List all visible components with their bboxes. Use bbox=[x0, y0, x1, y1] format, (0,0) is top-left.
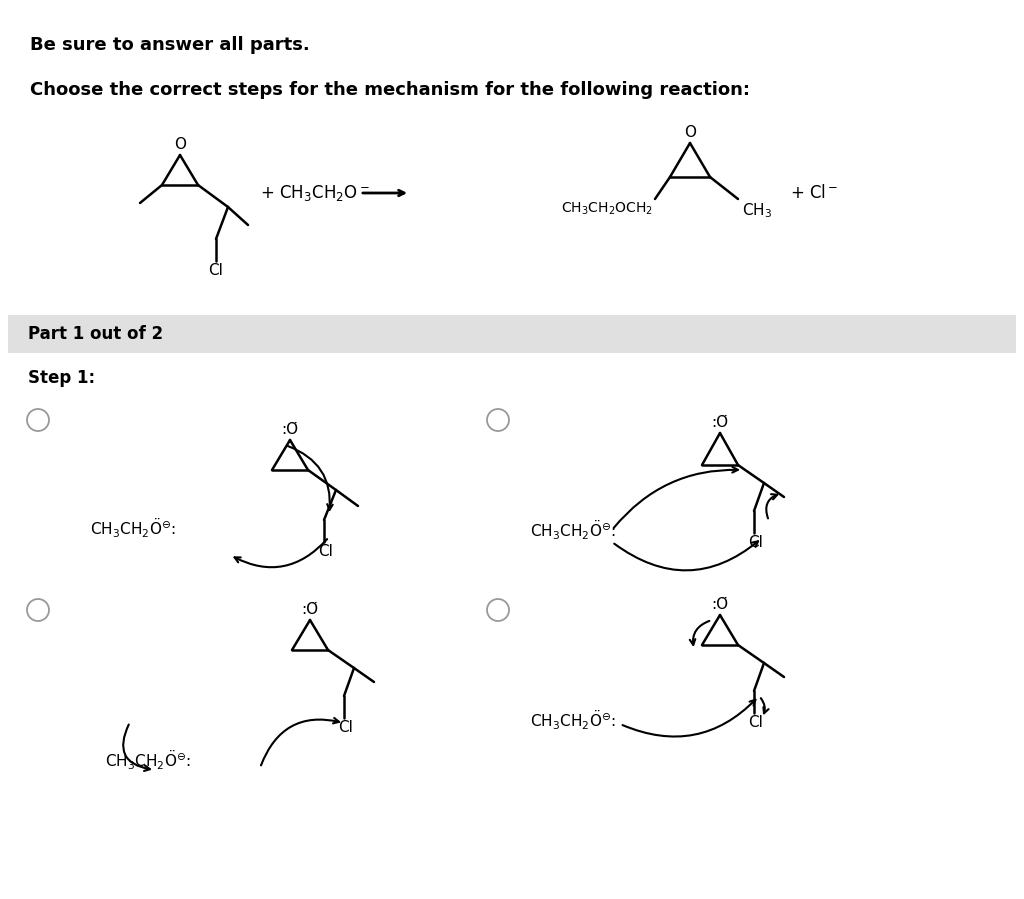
Text: :Ö: :Ö bbox=[712, 597, 728, 612]
Text: $\mathregular{CH_3CH_2\ddot{O}^{\ominus}}$:: $\mathregular{CH_3CH_2\ddot{O}^{\ominus}… bbox=[530, 708, 616, 732]
Text: Cl: Cl bbox=[339, 720, 353, 735]
Text: Cl: Cl bbox=[749, 715, 764, 730]
Text: $\mathregular{CH_3}$: $\mathregular{CH_3}$ bbox=[742, 201, 772, 219]
Text: O: O bbox=[174, 137, 186, 152]
Text: Cl: Cl bbox=[318, 544, 334, 559]
Text: $+\ \mathregular{CH_3CH_2O^-}$: $+\ \mathregular{CH_3CH_2O^-}$ bbox=[260, 183, 370, 203]
Text: Cl: Cl bbox=[209, 263, 223, 278]
Text: Be sure to answer all parts.: Be sure to answer all parts. bbox=[30, 36, 309, 54]
Text: $\mathregular{CH_3CH_2\ddot{O}^{\ominus}}$:: $\mathregular{CH_3CH_2\ddot{O}^{\ominus}… bbox=[530, 518, 616, 542]
Text: Choose the correct steps for the mechanism for the following reaction:: Choose the correct steps for the mechani… bbox=[30, 81, 750, 99]
Circle shape bbox=[27, 599, 49, 621]
Circle shape bbox=[487, 599, 509, 621]
Circle shape bbox=[27, 409, 49, 431]
Text: Part 1 out of 2: Part 1 out of 2 bbox=[28, 325, 163, 343]
Text: Cl: Cl bbox=[749, 535, 764, 550]
Text: $\mathregular{CH_3CH_2\ddot{O}^{\ominus}}$:: $\mathregular{CH_3CH_2\ddot{O}^{\ominus}… bbox=[105, 748, 190, 772]
Circle shape bbox=[487, 409, 509, 431]
Text: :Ö: :Ö bbox=[282, 422, 299, 437]
Text: :Ö: :Ö bbox=[301, 602, 318, 617]
Bar bbox=[8, 315, 1016, 353]
Text: Step 1:: Step 1: bbox=[28, 369, 95, 387]
Text: $+\ \mathregular{Cl^-}$: $+\ \mathregular{Cl^-}$ bbox=[790, 184, 839, 202]
Text: O: O bbox=[684, 125, 696, 140]
Text: $\mathregular{CH_3CH_2OCH_2}$: $\mathregular{CH_3CH_2OCH_2}$ bbox=[561, 201, 653, 218]
Text: $\mathregular{CH_3CH_2\ddot{O}^{\ominus}}$:: $\mathregular{CH_3CH_2\ddot{O}^{\ominus}… bbox=[90, 516, 176, 539]
Text: :Ö: :Ö bbox=[712, 415, 728, 430]
